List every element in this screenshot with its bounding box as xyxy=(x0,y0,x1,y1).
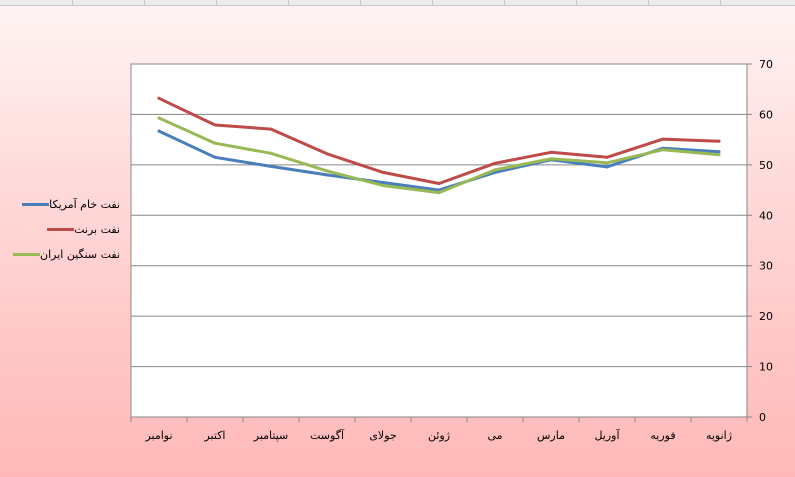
y-tick-label: 0 xyxy=(759,411,766,424)
data-point xyxy=(381,170,385,174)
data-point xyxy=(381,181,385,185)
toolbar-divider xyxy=(648,0,649,5)
chart-legend: نفت خام آمریکا نفت برنت نفت سنگین ایران xyxy=(8,192,120,267)
data-point xyxy=(437,191,441,195)
legend-label: نفت برنت xyxy=(74,223,121,236)
data-point xyxy=(605,155,609,159)
legend-label: نفت خام آمریکا xyxy=(49,198,121,211)
data-point xyxy=(493,161,497,165)
data-point xyxy=(213,141,217,145)
data-point xyxy=(325,173,329,177)
data-point xyxy=(549,150,553,154)
y-tick-label: 20 xyxy=(759,310,773,323)
y-tick-label: 30 xyxy=(759,260,773,273)
x-tick-label: ژانویه xyxy=(706,429,732,442)
data-point xyxy=(605,165,609,169)
y-tick-label: 70 xyxy=(759,58,773,71)
y-tick-label: 60 xyxy=(759,108,773,121)
x-tick-label: سپتامبر xyxy=(253,429,289,442)
legend-swatch xyxy=(13,253,40,256)
x-tick-label: فوریه xyxy=(650,429,675,442)
y-tick-label: 40 xyxy=(759,209,773,222)
data-point xyxy=(269,151,273,155)
data-point xyxy=(493,168,497,172)
data-point xyxy=(325,169,329,173)
toolbar-divider xyxy=(144,0,145,5)
x-tick-label: آگوست xyxy=(310,428,345,442)
toolbar-divider xyxy=(432,0,433,5)
legend-swatch xyxy=(47,228,75,231)
x-tick-label: اکتبر xyxy=(203,429,225,442)
data-point xyxy=(717,139,721,143)
legend-label: نفت سنگین ایران xyxy=(40,248,121,261)
legend-item-3: نفت سنگین ایران xyxy=(8,242,120,267)
data-point xyxy=(269,164,273,168)
data-point xyxy=(213,123,217,127)
sheet-toolbar-strip xyxy=(0,0,795,6)
data-point xyxy=(661,148,665,152)
data-point xyxy=(157,129,161,133)
legend-swatch xyxy=(22,203,50,206)
toolbar-divider xyxy=(576,0,577,5)
y-tick-label: 10 xyxy=(759,361,773,374)
data-point xyxy=(717,150,721,154)
toolbar-divider xyxy=(216,0,217,5)
data-point xyxy=(605,161,609,165)
toolbar-divider xyxy=(720,0,721,5)
toolbar-divider xyxy=(288,0,289,5)
toolbar-divider xyxy=(360,0,361,5)
data-point xyxy=(213,155,217,159)
x-tick-label: ژوئن xyxy=(428,429,450,442)
data-point xyxy=(269,127,273,131)
x-tick-label: نوامبر xyxy=(144,429,172,442)
x-tick-label: جولای xyxy=(369,429,396,442)
data-point xyxy=(661,137,665,141)
data-point xyxy=(325,152,329,156)
toolbar-divider xyxy=(72,0,73,5)
toolbar-divider xyxy=(504,0,505,5)
data-point xyxy=(157,96,161,100)
legend-item-2: نفت برنت xyxy=(8,217,120,242)
legend-item-1: نفت خام آمریکا xyxy=(8,192,120,217)
x-tick-label: می xyxy=(487,429,502,442)
data-point xyxy=(381,184,385,188)
y-tick-label: 50 xyxy=(759,159,773,172)
data-point xyxy=(437,182,441,186)
x-tick-label: مارس xyxy=(537,429,565,442)
data-point xyxy=(157,116,161,120)
data-point xyxy=(717,153,721,157)
plot-area xyxy=(130,63,748,418)
x-tick-label: آوریل xyxy=(594,428,620,442)
data-point xyxy=(549,157,553,161)
